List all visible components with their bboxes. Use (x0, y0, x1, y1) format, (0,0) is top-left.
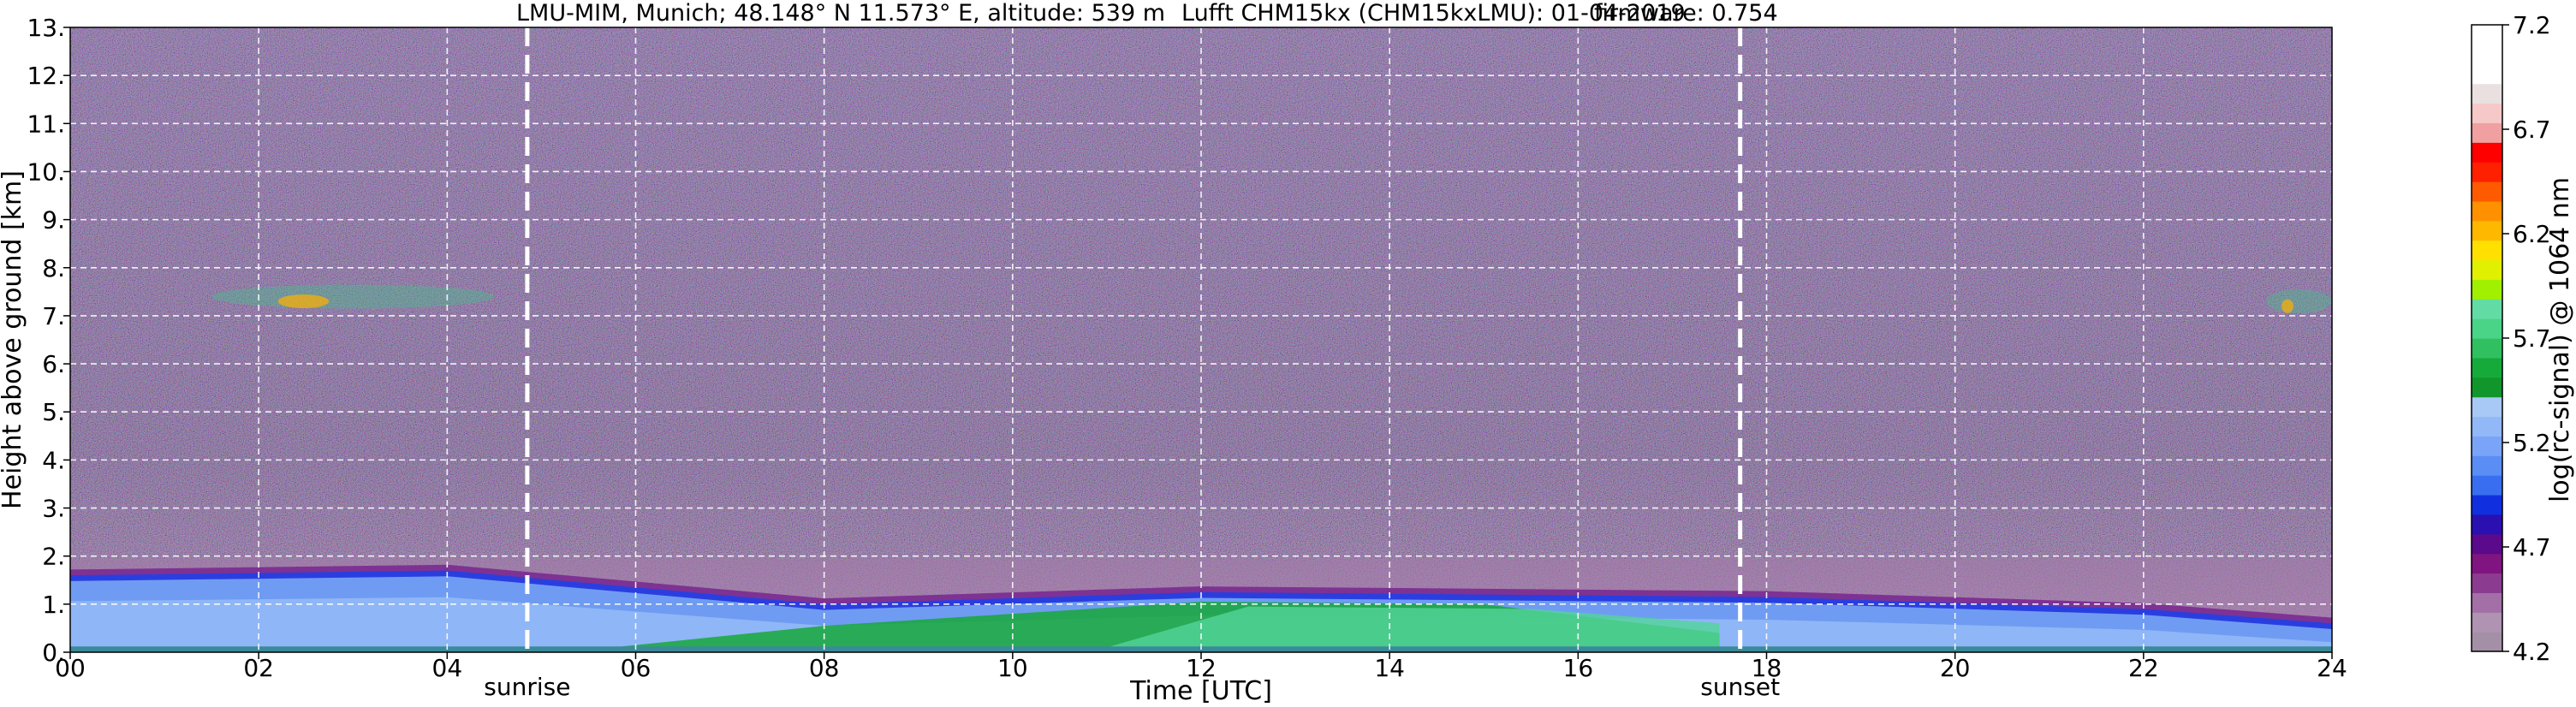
chart-title-site: LMU-MIM, Munich; 48.148° N 11.573° E, al… (516, 0, 1165, 27)
x-tick-label-1: 02 (243, 654, 274, 682)
y-tick-label-13: 13. (27, 14, 65, 42)
event-lines (525, 27, 1743, 652)
x-tick-label-9: 18 (1752, 654, 1782, 682)
colorbar-segment-4 (2472, 553, 2502, 574)
y-tick-label-5: 5. (42, 398, 65, 426)
y-tick-label-6: 6. (42, 350, 65, 378)
colorbar-segment-23 (2472, 181, 2502, 202)
x-tick-label-11: 22 (2128, 654, 2159, 682)
colorbar-segment-2 (2472, 592, 2502, 613)
cirrus-1 (2265, 289, 2332, 314)
colorbar-tick-label-0: 4.2 (2513, 638, 2551, 666)
y-axis: 0. 1. 2. 3. 4. 5. 6. 7. 8. 9. 10. 11. 12. 13. (27, 14, 70, 667)
y-tick-label-1: 1. (42, 591, 65, 619)
colorbar-segment-8 (2472, 475, 2502, 496)
colorbar-segment-13 (2472, 377, 2502, 398)
colorbar (2472, 25, 2502, 652)
cirrus-clouds (211, 284, 2332, 314)
colorbar-segment-26 (2472, 122, 2502, 143)
y-tick-label-4: 4. (42, 446, 65, 474)
colorbar-segment-14 (2472, 357, 2502, 378)
x-tick-label-0: 00 (55, 654, 86, 682)
y-tick-label-3: 3. (42, 495, 65, 523)
colorbar-tick-label-3: 5.7 (2513, 324, 2551, 353)
colorbar-segment-21 (2472, 220, 2502, 241)
aerosol-zone-light (1106, 606, 1720, 648)
colorbar-ticks: 4.2 4.7 5.2 5.7 6.2 6.7 7.2 (2502, 11, 2551, 666)
colorbar-segment-5 (2472, 533, 2502, 555)
x-tick-label-7: 14 (1374, 654, 1405, 682)
colorbar-segment-7 (2472, 495, 2502, 515)
y-tick-label-7: 7. (42, 302, 65, 330)
colorbar-segment-25 (2472, 142, 2502, 163)
colorbar-tick-label-4: 6.2 (2513, 220, 2551, 248)
grid-lines (70, 27, 2332, 652)
colorbar-segment-27 (2472, 103, 2502, 123)
colorbar-segment-28 (2472, 83, 2502, 104)
colorbar-label: log(rc-signal) @ 1064 nm (2545, 177, 2575, 502)
event-label-sunset: sunset (1700, 673, 1780, 701)
colorbar-segment-16 (2472, 318, 2502, 339)
x-tick-label-3: 06 (621, 654, 651, 682)
colorbar-segment-9 (2472, 455, 2502, 476)
colorbar-segment-19 (2472, 259, 2502, 280)
cirrus-core-1 (2282, 299, 2293, 313)
colorbar-segment-0 (2472, 632, 2502, 652)
colorbar-tick-label-2: 5.2 (2513, 429, 2551, 457)
plot-area (70, 27, 2332, 652)
colorbar-segment-11 (2472, 416, 2502, 437)
colorbar-segment-29 (2472, 63, 2502, 85)
x-tick-label-12: 24 (2317, 654, 2347, 682)
x-tick-label-5: 10 (997, 654, 1028, 682)
y-tick-label-8: 8. (42, 254, 65, 282)
cirrus-core-0 (277, 294, 330, 309)
x-axis-label: Time [UTC] (1129, 676, 1272, 706)
colorbar-segment-3 (2472, 573, 2502, 593)
y-axis-label: Height above ground [km] (0, 170, 27, 509)
x-tick-label-2: 04 (432, 654, 463, 682)
colorbar-tick-label-6: 7.2 (2513, 11, 2551, 39)
x-tick-label-4: 08 (809, 654, 840, 682)
x-tick-label-6: 12 (1186, 654, 1217, 682)
y-tick-label-0: 0. (42, 639, 65, 667)
chart-title-instrument: Lufft CHM15kx (CHM15kxLMU): 01-04-2019 (1181, 0, 1686, 27)
chart-title-firmware: firmware: 0.754 (1594, 0, 1778, 27)
y-tick-label-10: 10. (27, 157, 65, 186)
event-label-sunrise: sunrise (484, 673, 570, 701)
colorbar-tick-label-1: 4.7 (2513, 533, 2551, 561)
y-tick-label-12: 12. (27, 62, 65, 90)
colorbar-segment-6 (2472, 514, 2502, 535)
colorbar-tick-label-5: 6.7 (2513, 116, 2551, 144)
event-labels: sunrise sunset (484, 673, 1780, 701)
colorbar-segment-18 (2472, 279, 2502, 300)
colorbar-segment-24 (2472, 162, 2502, 182)
colorbar-segment-30 (2472, 44, 2502, 65)
colorbar-segment-15 (2472, 338, 2502, 359)
y-tick-label-2: 2. (42, 543, 65, 571)
cirrus-0 (211, 284, 495, 309)
colorbar-segment-10 (2472, 436, 2502, 456)
y-tick-label-9: 9. (42, 206, 65, 235)
x-tick-label-10: 20 (1940, 654, 1971, 682)
colorbar-segment-17 (2472, 299, 2502, 319)
colorbar-segment-12 (2472, 396, 2502, 418)
colorbar-segment-22 (2472, 200, 2502, 222)
colorbar-segment-31 (2472, 25, 2502, 45)
x-axis: 00 02 04 06 08 10 12 14 16 18 20 22 24 (55, 652, 2347, 682)
colorbar-segment-20 (2472, 240, 2502, 261)
y-tick-label-11: 11. (27, 110, 65, 138)
colorbar-segment-1 (2472, 612, 2502, 633)
x-tick-label-8: 16 (1563, 654, 1594, 682)
